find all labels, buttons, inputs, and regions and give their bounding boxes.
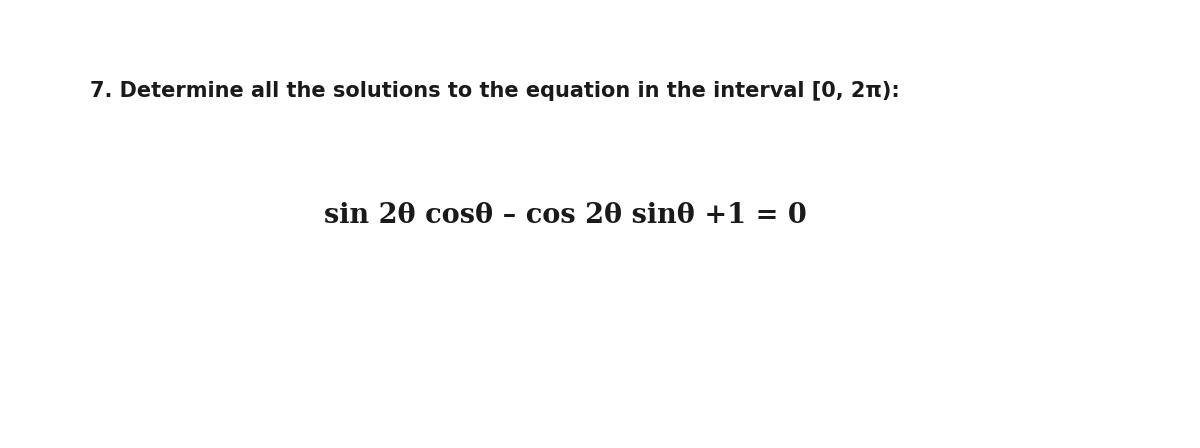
Text: 7. Determine all the solutions to the equation in the interval [0, 2π):: 7. Determine all the solutions to the eq…: [90, 81, 900, 101]
Text: sin 2θ cosθ – cos 2θ sinθ +1 = 0: sin 2θ cosθ – cos 2θ sinθ +1 = 0: [324, 202, 806, 228]
